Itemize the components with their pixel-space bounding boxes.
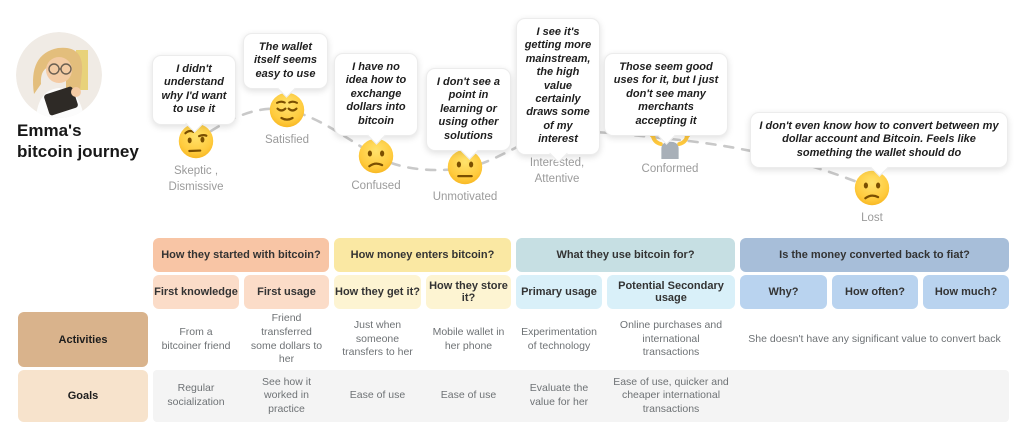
stage-label: Satisfied bbox=[264, 134, 310, 146]
quote-bubble: The wallet itself seems easy to use bbox=[243, 33, 328, 90]
journey-section: I didn't understand why I'd want to use … bbox=[0, 0, 1024, 236]
row-label-activities: Activities bbox=[18, 312, 148, 367]
goals-row-background bbox=[153, 370, 1009, 422]
row-label-goals: Goals bbox=[18, 370, 148, 422]
stage-label: Lost bbox=[861, 212, 883, 224]
phase-header-1: How they started with bitcoin? bbox=[153, 238, 329, 272]
phase-header-4: Is the money converted back to fiat? bbox=[740, 238, 1009, 272]
table-cell: Ease of use bbox=[440, 389, 497, 402]
quote-bubble: I don't even know how to convert between… bbox=[750, 112, 1008, 169]
avatar-illustration bbox=[16, 32, 102, 118]
phase-header-2: How money enters bitcoin? bbox=[334, 238, 511, 272]
persona-title: Emma's bitcoin journey bbox=[17, 121, 139, 162]
confused-face-icon bbox=[356, 136, 396, 176]
table-cell: See how it worked in practice bbox=[261, 375, 312, 415]
table-cell: Ease of use bbox=[349, 389, 406, 402]
quote-bubble: I have no idea how to exchange dollars i… bbox=[334, 53, 418, 137]
quote-bubble: I see it's getting more mainstream, the … bbox=[516, 18, 600, 155]
column-header: How they store it? bbox=[426, 275, 511, 309]
stage-label: Confused bbox=[351, 180, 401, 192]
table-cell bbox=[740, 370, 1009, 422]
stage-label: Skeptic , Dismissive bbox=[168, 165, 224, 193]
face-with-raised-eyebrow-icon bbox=[176, 121, 216, 161]
stage-label: Unmotivated bbox=[432, 191, 498, 203]
table-cell: Online purchases and international trans… bbox=[619, 319, 723, 359]
quote-bubble: I didn't understand why I'd want to use … bbox=[152, 55, 236, 125]
column-header: How often? bbox=[832, 275, 918, 309]
quote-bubble: Those seem good uses for it, but I just … bbox=[604, 53, 728, 137]
column-header: How they get it? bbox=[334, 275, 421, 309]
column-header: Potential Secondary usage bbox=[607, 275, 735, 309]
table-cell: Evaluate the value for her bbox=[529, 382, 589, 408]
table-cell: Regular socialization bbox=[167, 382, 225, 408]
column-header: Why? bbox=[740, 275, 827, 309]
column-header: Primary usage bbox=[516, 275, 602, 309]
journey-table: How they started with bitcoin? First know… bbox=[18, 238, 1009, 422]
table-cell: Just when someone transfers to her bbox=[342, 319, 413, 359]
relieved-face-icon bbox=[267, 90, 307, 130]
phase-header-3: What they use bitcoin for? bbox=[516, 238, 735, 272]
table-cell: Ease of use, quicker and cheaper interna… bbox=[613, 375, 729, 415]
table-cell: She doesn't have any significant value t… bbox=[748, 332, 1001, 345]
stage-label: Interested, Attentive bbox=[529, 157, 585, 185]
avatar bbox=[16, 32, 102, 118]
column-header: How much? bbox=[923, 275, 1009, 309]
table-cell: Experimentation of technology bbox=[521, 325, 597, 352]
column-header: First usage bbox=[244, 275, 329, 309]
table-cell: Friend transferred some dollars to her bbox=[250, 312, 323, 366]
stage-label: Conformed bbox=[641, 163, 699, 175]
column-header: First knowledge bbox=[153, 275, 239, 309]
quote-bubble: I don't see a point in learning or using… bbox=[426, 68, 511, 152]
table-cell: Mobile wallet in her phone bbox=[432, 325, 505, 352]
confused-face-icon bbox=[852, 168, 892, 208]
table-cell: From a bitcoiner friend bbox=[161, 325, 231, 352]
neutral-face-icon bbox=[445, 147, 485, 187]
